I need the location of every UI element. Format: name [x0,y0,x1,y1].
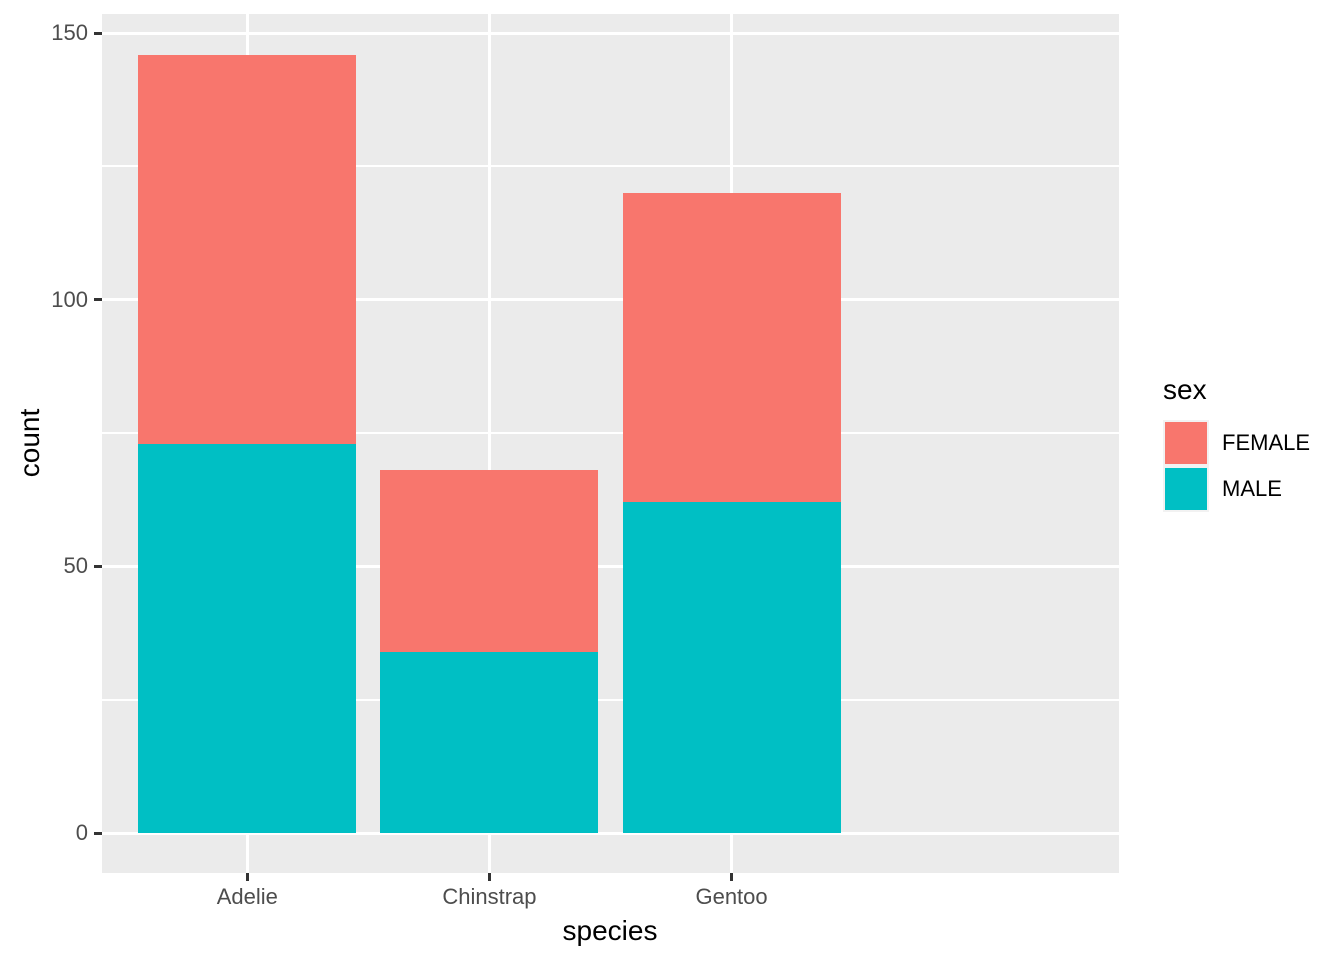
legend-entries: FEMALE MALE [1163,420,1310,512]
x-tick-mark [730,873,734,881]
gridline-minor [102,432,1119,435]
bar-chinstrap-female [380,470,599,652]
x-tick-mark [487,873,491,881]
bar-adelie-male [138,443,357,833]
legend-key [1163,420,1209,466]
legend-swatch-male-icon [1165,468,1207,510]
x-tick-label: Gentoo [695,884,768,909]
gridline-minor [102,165,1119,168]
legend-entry-label: FEMALE [1222,430,1311,455]
y-tick-label: 150 [51,20,88,46]
x-tick-label: Adelie [216,884,278,909]
y-tick-mark [94,298,102,302]
gridline-major-vertical [487,14,491,873]
y-tick-label: 50 [63,553,88,579]
x-axis-title: species [562,915,658,946]
bar-gentoo-male [622,502,841,833]
bar-adelie-female [138,54,357,444]
y-tick-mark [94,831,102,835]
y-axis-title: count [14,408,45,478]
plot-panel [102,14,1119,873]
y-tick-mark [94,564,102,568]
bar-chinstrap-male [380,651,599,833]
x-tick-label: Chinstrap [442,884,537,909]
gridline-major [102,298,1119,302]
gridline-major [102,564,1119,568]
legend-title: sex [1163,374,1207,405]
legend-swatch-female-icon [1165,422,1207,464]
y-tick-label: 100 [51,286,88,312]
legend-entry-label: MALE [1222,476,1282,501]
y-tick-mark [94,31,102,35]
y-tick-label: 0 [75,820,88,845]
gridline-major [102,31,1119,35]
legend: sex FEMALE MALE [1163,374,1310,512]
legend-entry: MALE [1163,466,1310,512]
x-tick-mark [245,873,249,881]
bar-gentoo-female [622,193,841,503]
gridline-minor [102,698,1119,701]
gridline-major [102,831,1119,835]
legend-key [1163,466,1209,512]
legend-entry: FEMALE [1163,420,1310,466]
